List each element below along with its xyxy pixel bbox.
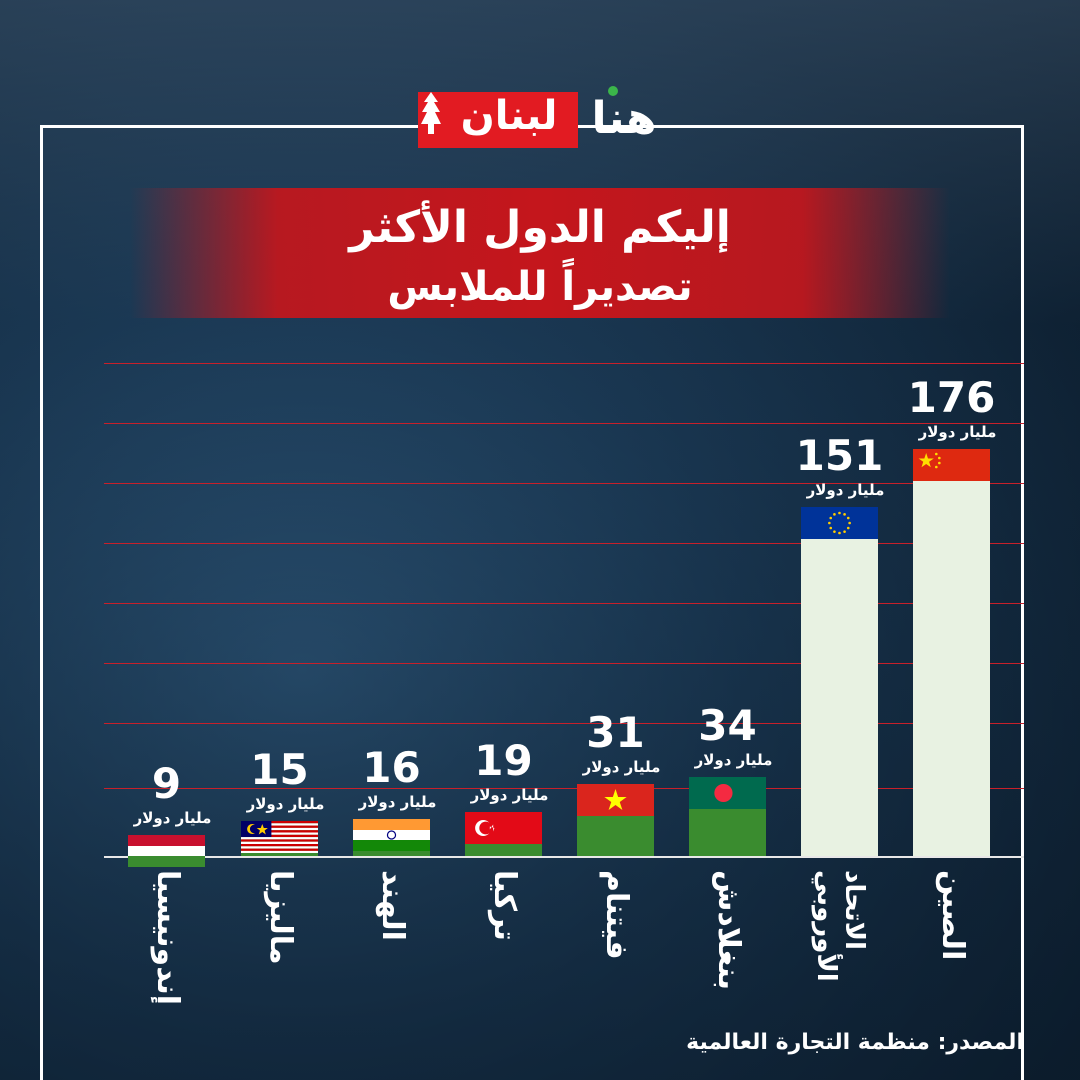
bar — [241, 821, 318, 856]
gridline — [104, 423, 1024, 424]
bar — [353, 819, 430, 856]
data-label: 34 — [698, 701, 757, 751]
gridline — [104, 663, 1024, 664]
indonesia-flag-icon — [128, 835, 205, 868]
category-label: تركيا — [486, 870, 522, 941]
data-label: 19 — [474, 736, 533, 786]
category-label: ماليزيا — [262, 870, 298, 965]
vietnam-flag-icon — [577, 784, 654, 817]
bar — [577, 784, 654, 856]
category-label: الاتحاد الأوروبي — [810, 870, 869, 982]
data-label: 31 — [586, 708, 645, 758]
turkey-flag-icon — [465, 812, 542, 845]
bar — [128, 835, 205, 868]
source-note: المصدر: منظمة التجارة العالمية — [686, 1030, 1024, 1055]
gridline — [104, 363, 1024, 364]
gridline — [104, 788, 1024, 789]
category-label: بنغلادش — [710, 870, 746, 991]
value-unit-label: مليار دولار — [582, 758, 661, 777]
x-axis-baseline — [104, 856, 1024, 858]
china-flag-icon — [913, 449, 990, 481]
data-label: 15 — [250, 745, 309, 795]
gridline — [104, 603, 1024, 604]
value-unit-label: مليار دولار — [694, 751, 773, 770]
gridline — [104, 723, 1024, 724]
category-label: الصين — [934, 870, 970, 961]
malaysia-flag-icon — [241, 821, 318, 854]
data-label: 151 — [795, 430, 884, 480]
logo-green-dot — [608, 86, 618, 96]
bar — [913, 449, 990, 856]
logo-text-lebnan: لبنان — [460, 93, 558, 139]
title-band — [130, 188, 950, 318]
bar — [689, 777, 766, 856]
value-unit-label: مليار دولار — [133, 809, 212, 828]
gridline — [104, 543, 1024, 544]
value-unit-label: مليار دولار — [918, 423, 997, 441]
category-label: إندونيسيا — [149, 870, 185, 1006]
gridline — [104, 483, 1024, 484]
data-label: 176 — [907, 373, 996, 422]
category-label: الهند — [374, 870, 410, 941]
value-unit-label: مليار دولار — [470, 786, 549, 805]
cedar-icon — [421, 92, 441, 134]
bar — [465, 812, 542, 856]
bangladesh-flag-icon — [689, 777, 766, 810]
logo-red-block — [418, 92, 578, 148]
value-unit-label: مليار دولار — [358, 793, 437, 811]
logo-text-huna: هنا — [591, 93, 657, 144]
value-unit-label: مليار دولار — [246, 795, 325, 814]
value-unit-label: مليار دولار — [806, 480, 885, 499]
data-label: 16 — [362, 743, 421, 792]
category-label: فيتنام — [598, 870, 634, 960]
title-line-2: تصديراً للملابس — [387, 264, 693, 310]
logo: لبنان هنا — [418, 84, 670, 154]
eu-flag-icon — [801, 506, 878, 539]
data-label: 9 — [151, 759, 182, 809]
bar — [801, 506, 878, 856]
title-line-1: إليكم الدول الأكثر — [349, 202, 731, 253]
india-flag-icon — [353, 819, 430, 851]
